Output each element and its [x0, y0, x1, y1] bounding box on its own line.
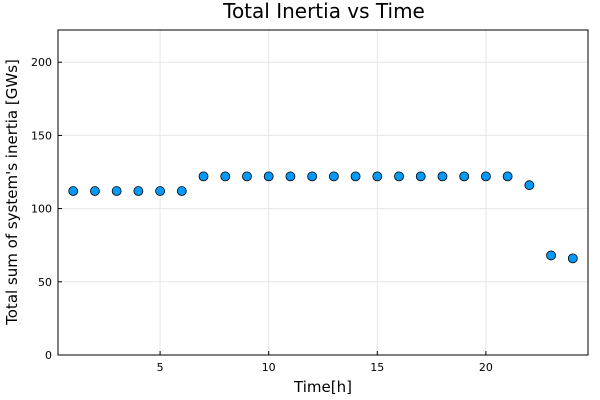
- data-point: [220, 171, 231, 182]
- y-axis: 0 50 100 150 200: [31, 56, 62, 362]
- data-point: [263, 171, 274, 182]
- data-point: [133, 186, 144, 196]
- data-point: [68, 186, 79, 196]
- chart-title: Total Inertia vs Time: [222, 0, 425, 23]
- data-point: [90, 186, 100, 196]
- y-tick-label: 50: [38, 276, 52, 289]
- data-point: [394, 171, 404, 182]
- x-tick-label: 20: [479, 361, 493, 374]
- data-point: [176, 186, 187, 196]
- data-point: [285, 171, 296, 182]
- x-tick-label: 5: [157, 361, 164, 374]
- data-point: [111, 186, 122, 196]
- data-point: [481, 171, 491, 182]
- y-tick-label: 200: [31, 56, 52, 69]
- plot-frame: [57, 29, 589, 356]
- data-point: [350, 171, 361, 182]
- data-point: [198, 171, 209, 182]
- data-points: [68, 171, 578, 264]
- data-point: [459, 171, 470, 182]
- x-axis-label: Time[h]: [293, 378, 352, 396]
- data-point: [502, 171, 513, 182]
- data-point: [242, 171, 252, 182]
- data-point: [567, 253, 578, 264]
- x-axis: 5 10 15 20: [157, 351, 493, 374]
- y-tick-label: 0: [45, 349, 52, 362]
- data-point: [546, 250, 556, 261]
- data-point: [415, 171, 426, 182]
- data-point: [372, 171, 383, 182]
- y-tick-label: 100: [31, 203, 52, 216]
- data-point: [307, 171, 318, 182]
- y-axis-label: Total sum of system's inertia [GWs]: [3, 59, 21, 326]
- data-point: [328, 171, 339, 182]
- x-tick-label: 15: [370, 361, 384, 374]
- data-point: [437, 171, 448, 182]
- y-tick-label: 150: [31, 129, 52, 142]
- x-tick-label: 10: [262, 361, 276, 374]
- data-point: [155, 186, 165, 196]
- data-point: [524, 180, 535, 191]
